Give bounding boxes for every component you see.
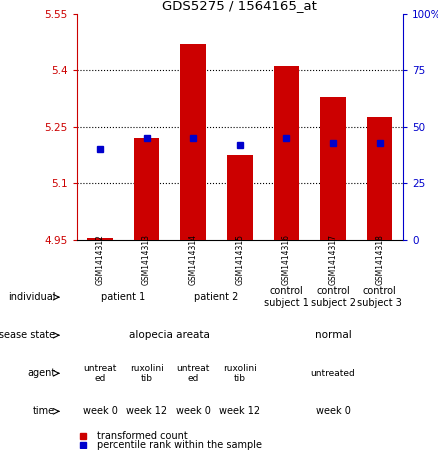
Text: control
subject 2: control subject 2: [311, 286, 356, 308]
Bar: [320, 96, 346, 240]
Text: GSM1414313: GSM1414313: [142, 234, 151, 284]
Text: week 0: week 0: [176, 406, 211, 416]
Text: untreated: untreated: [311, 369, 355, 378]
Text: GSM1414315: GSM1414315: [235, 234, 244, 284]
Text: normal: normal: [314, 330, 351, 340]
Text: GSM1414314: GSM1414314: [189, 234, 198, 284]
Text: alopecia areata: alopecia areata: [130, 330, 210, 340]
Text: week 0: week 0: [316, 406, 350, 416]
Text: patient 2: patient 2: [194, 292, 239, 302]
Bar: [227, 155, 253, 240]
Text: untreat
ed: untreat ed: [177, 364, 210, 383]
Text: GSM1414316: GSM1414316: [282, 234, 291, 284]
Title: GDS5275 / 1564165_at: GDS5275 / 1564165_at: [162, 0, 317, 12]
Text: agent: agent: [27, 368, 55, 378]
Text: ruxolini
tib: ruxolini tib: [130, 364, 163, 383]
Bar: [180, 44, 206, 240]
Bar: [367, 117, 392, 240]
Text: transformed count: transformed count: [97, 431, 188, 441]
Text: percentile rank within the sample: percentile rank within the sample: [97, 440, 262, 450]
Text: ruxolini
tib: ruxolini tib: [223, 364, 257, 383]
Text: control
subject 3: control subject 3: [357, 286, 402, 308]
Text: GSM1414317: GSM1414317: [328, 234, 338, 284]
Text: GSM1414318: GSM1414318: [375, 234, 384, 284]
Text: patient 1: patient 1: [101, 292, 145, 302]
Text: GSM1414312: GSM1414312: [95, 234, 104, 284]
Text: untreat
ed: untreat ed: [83, 364, 117, 383]
Bar: [134, 138, 159, 240]
Bar: [87, 238, 113, 240]
Text: week 12: week 12: [126, 406, 167, 416]
Text: week 12: week 12: [219, 406, 260, 416]
Text: week 0: week 0: [82, 406, 117, 416]
Text: disease state: disease state: [0, 330, 55, 340]
Bar: [274, 67, 299, 240]
Text: individual: individual: [8, 292, 55, 302]
Text: time: time: [33, 406, 55, 416]
Text: control
subject 1: control subject 1: [264, 286, 309, 308]
